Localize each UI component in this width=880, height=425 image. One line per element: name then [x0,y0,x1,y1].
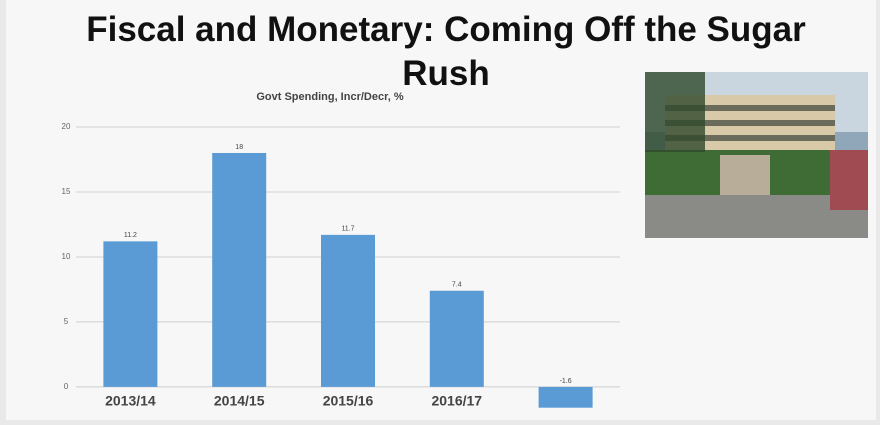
bar [321,234,375,387]
y-tick-label: 5 [64,317,69,326]
chart-title: Govt Spending, Incr/Decr, % [256,91,404,103]
data-label: 11.2 [124,232,137,239]
x-tick-label: 2014/15 [214,393,265,409]
y-tick-label: 20 [62,122,71,131]
bar [212,152,267,387]
x-tick-label: 2016/17 [431,393,482,409]
y-tick-label: 0 [64,382,69,391]
slide-title: Fiscal and Monetary: Coming Off the Suga… [86,10,806,93]
x-tick-label: 2013/14 [105,393,156,409]
y-tick-label: 10 [62,252,71,261]
bar [429,290,484,387]
x-tick-label: 2015/16 [323,393,374,409]
data-label: 18 [235,144,243,151]
data-label: -1.6 [560,378,572,385]
bar [103,241,158,387]
y-tick-label: 15 [62,187,71,196]
data-label: 11.7 [341,226,354,233]
data-label: 7.4 [452,282,462,289]
bar [538,386,593,408]
photo [645,72,868,238]
